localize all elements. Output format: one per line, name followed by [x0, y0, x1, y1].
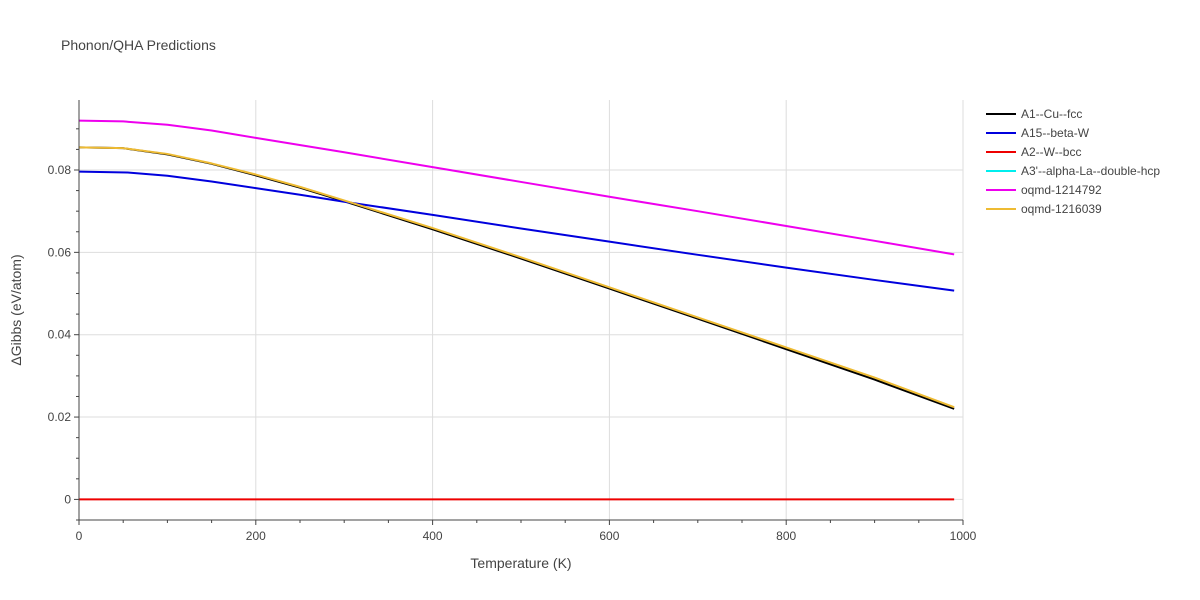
x-tick-label-2: 400	[423, 529, 443, 543]
legend-label-5: oqmd-1216039	[1021, 202, 1102, 216]
legend-item-4[interactable]: oqmd-1214792	[986, 183, 1102, 197]
y-axis-title: ΔGibbs (eV/atom)	[8, 254, 24, 365]
y-tick-label-2: 0.04	[48, 328, 72, 342]
legend-item-2[interactable]: A2--W--bcc	[986, 145, 1081, 159]
legend-item-3[interactable]: A3'--alpha-La--double-hcp	[986, 164, 1160, 178]
x-tick-label-4: 800	[776, 529, 796, 543]
y-axis-ticks: 0 0.02 0.04 0.06 0.08	[48, 128, 79, 521]
x-axis-title: Temperature (K)	[470, 555, 571, 571]
series-line-oqmd-1216039	[78, 146, 955, 409]
series-line-A15--beta-W	[78, 170, 955, 292]
x-axis-ticks: 0 200 400 600 800 1000	[76, 520, 977, 543]
y-tick-label-3: 0.06	[48, 245, 72, 259]
x-tick-label-3: 600	[599, 529, 619, 543]
legend-item-5[interactable]: oqmd-1216039	[986, 202, 1102, 216]
series-line-oqmd-1214792	[78, 119, 955, 256]
x-tick-label-1: 200	[246, 529, 266, 543]
legend: A1--Cu--fcc A15--beta-W A2--W--bcc A3'--alp…	[986, 107, 1160, 216]
x-tick-label-5: 1000	[950, 529, 977, 543]
legend-label-4: oqmd-1214792	[1021, 183, 1102, 197]
series-line-A1--Cu--fcc	[78, 146, 955, 410]
legend-item-0[interactable]: A1--Cu--fcc	[986, 107, 1082, 121]
y-tick-label-1: 0.02	[48, 410, 72, 424]
x-tick-label-0: 0	[76, 529, 83, 543]
series-lines	[78, 119, 955, 501]
chart-title: Phonon/QHA Predictions	[61, 37, 216, 53]
y-tick-label-4: 0.08	[48, 163, 72, 177]
legend-label-0: A1--Cu--fcc	[1021, 107, 1082, 121]
y-tick-label-0: 0	[64, 492, 71, 506]
legend-label-2: A2--W--bcc	[1021, 145, 1081, 159]
legend-label-3: A3'--alpha-La--double-hcp	[1021, 164, 1160, 178]
legend-label-1: A15--beta-W	[1021, 126, 1090, 140]
legend-item-1[interactable]: A15--beta-W	[986, 126, 1090, 140]
